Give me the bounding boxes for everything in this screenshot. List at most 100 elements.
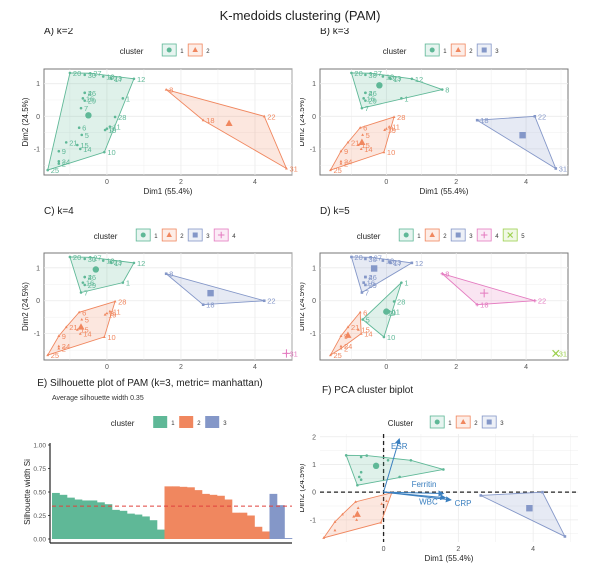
- data-point: [262, 114, 266, 118]
- data-point: [361, 133, 365, 136]
- point-label: 19: [388, 126, 396, 135]
- data-point: [364, 257, 367, 261]
- point-label: 27: [93, 253, 101, 262]
- data-point: [356, 143, 360, 147]
- point-label: 28: [118, 297, 126, 306]
- cluster-hull-3: [165, 273, 265, 306]
- medoid-marker: [519, 132, 526, 139]
- x-tick-label: 2: [456, 546, 460, 553]
- data-point: [400, 97, 403, 100]
- data-point: [121, 97, 125, 100]
- silhouette-bar-cluster-1: [119, 510, 128, 539]
- data-point: [132, 77, 136, 81]
- legend-marker-5: [507, 232, 514, 238]
- y-tick-label: 1: [312, 81, 316, 88]
- point-label: 25: [333, 166, 341, 175]
- point-label: 12: [137, 259, 145, 268]
- data-point: [108, 125, 112, 129]
- point-label: 6: [363, 308, 367, 317]
- legend-label-1: 1: [171, 421, 175, 427]
- panel-title: B) k=3: [320, 28, 350, 37]
- legend-marker-2: [166, 232, 172, 237]
- silhouette-bar-cluster-2: [202, 493, 210, 539]
- y-tick-label: 0.00: [33, 537, 46, 544]
- point-label: 15: [80, 326, 88, 335]
- silhouette-bar-cluster-2: [209, 494, 218, 539]
- x-tick-label: 0: [384, 179, 388, 186]
- data-point: [533, 114, 537, 118]
- x-axis-label: Dim1 (55.4%): [420, 187, 469, 196]
- legend-label-2: 2: [443, 234, 447, 240]
- point-label: 21: [351, 138, 359, 147]
- data-point: [81, 97, 85, 100]
- legend-title: Cluster: [388, 419, 414, 428]
- legend-marker-1: [403, 232, 409, 238]
- silhouette-bar-cluster-1: [142, 516, 150, 539]
- data-point: [400, 281, 403, 284]
- data-point: [358, 126, 362, 129]
- data-point: [364, 99, 367, 102]
- point-label: 8: [445, 86, 449, 95]
- data-point: [201, 118, 205, 122]
- plot-area: [319, 68, 569, 176]
- y-tick-label: -1: [34, 331, 40, 338]
- y-tick-label: 1.00: [33, 443, 46, 450]
- data-point: [103, 313, 107, 316]
- point-label: 29: [368, 97, 376, 106]
- point-label: 21: [351, 323, 359, 332]
- data-point: [440, 88, 444, 91]
- data-point: [105, 127, 109, 130]
- point-label: 21: [69, 138, 77, 147]
- data-point: [352, 514, 356, 518]
- panel-title: C) k=4: [44, 206, 74, 217]
- panel-title: F) PCA cluster biplot: [322, 385, 413, 396]
- legend-label-3: 3: [206, 234, 210, 240]
- data-point: [80, 133, 84, 137]
- data-point: [475, 118, 479, 122]
- data-point: [359, 478, 363, 481]
- data-point: [341, 512, 344, 516]
- data-point: [88, 255, 92, 259]
- point-label: 6: [82, 124, 86, 133]
- point-label: 17: [394, 259, 402, 268]
- silhouette-bar-cluster-1: [59, 494, 68, 539]
- data-point: [113, 299, 117, 303]
- legend-label-3: 3: [500, 421, 504, 427]
- point-label: 22: [267, 112, 275, 121]
- point-label: 1: [126, 279, 130, 288]
- point-label: 9: [62, 332, 66, 341]
- point-label: 8: [169, 270, 173, 279]
- x-axis-label: Dim1 (55.4%): [144, 187, 193, 196]
- point-label: 20: [354, 69, 362, 78]
- data-point: [360, 291, 364, 294]
- point-label: 29: [368, 281, 376, 290]
- legend: cluster 1 2 3: [111, 416, 227, 428]
- legend-label-3: 3: [469, 234, 473, 240]
- legend-label-2: 2: [180, 234, 184, 240]
- x-tick-label: 0: [105, 179, 109, 186]
- silhouette-bar-cluster-2: [247, 515, 255, 539]
- point-label: 31: [559, 164, 567, 173]
- point-label: 14: [83, 145, 91, 154]
- point-label: 21: [69, 323, 77, 332]
- data-point: [398, 475, 401, 479]
- data-point: [362, 97, 365, 100]
- data-point: [79, 291, 83, 294]
- point-label: 4: [88, 273, 92, 282]
- point-label: 30: [368, 255, 376, 264]
- data-point: [360, 106, 364, 110]
- silhouette-bar-cluster-1: [97, 502, 105, 539]
- y-tick-label: 1: [312, 265, 316, 272]
- plot-area: [43, 68, 293, 176]
- cluster-hull-1: [47, 72, 135, 171]
- legend-label-3: 3: [223, 421, 227, 427]
- data-point: [262, 299, 266, 303]
- x-tick-label: 2: [179, 179, 183, 186]
- legend-swatch-2: [179, 416, 194, 428]
- point-label: 18: [480, 116, 488, 125]
- data-point: [356, 483, 359, 487]
- data-point: [344, 454, 348, 457]
- y-tick-label: -1: [34, 146, 40, 153]
- y-tick-label: 1: [312, 462, 316, 469]
